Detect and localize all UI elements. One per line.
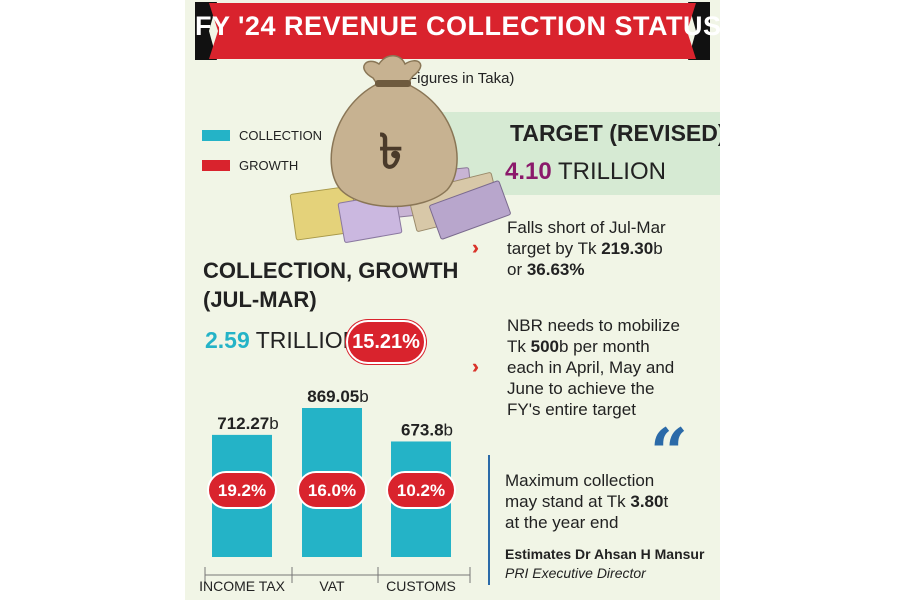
shortfall-amount: 219.30 (601, 239, 654, 258)
mobilize-line-4: June to achieve the (507, 379, 655, 398)
chevron-right-icon: ››› (472, 238, 479, 259)
mobilize-line-5: FY's entire target (507, 400, 636, 419)
target-value: 4.10 TRILLION (505, 158, 666, 186)
growth-badge (297, 471, 367, 509)
shortfall-line-3: or 36.63% (507, 259, 666, 280)
quote-icon: “ (650, 414, 688, 492)
title-banner: FY '24 REVENUE COLLECTION STATUS (195, 2, 720, 60)
quote-role: PRI Executive Director (505, 565, 646, 581)
category-label: INCOME TAX (199, 578, 285, 594)
growth-badge (386, 471, 456, 509)
quote-box (488, 455, 693, 585)
title-banner-shape (195, 2, 710, 60)
shortfall-unit: b (653, 239, 663, 258)
target-amount: 4.10 (505, 158, 552, 185)
mobilize-line-3: each in April, May and (507, 358, 675, 377)
quote-amount: 3.80 (630, 492, 664, 511)
bar-value-label: 712.27b (217, 414, 278, 433)
legend-swatch-growth (202, 159, 230, 171)
category-label: VAT (319, 578, 345, 594)
collection-heading-line-1: COLLECTION, GROWTH (203, 258, 459, 283)
infographic-panel: FY '24 REVENUE COLLECTION STATUS (Figure… (185, 0, 720, 600)
shortfall-percent: 36.63% (526, 260, 585, 279)
mobilize-amount: 500 (530, 337, 559, 356)
growth-label: 19.2% (218, 481, 266, 500)
mobilize-note: NBR needs to mobilize Tk 500b per month … (507, 315, 680, 420)
growth-label: 10.2% (397, 481, 445, 500)
growth-label: 16.0% (308, 481, 356, 500)
legend-growth: GROWTH (202, 157, 298, 173)
quote-line-2: may stand at Tk 3.80t (505, 491, 668, 512)
figures-note: (Figures in Taka) (403, 70, 515, 87)
mobilize-period: b per month (558, 337, 650, 356)
quote-tk: may stand at Tk (505, 492, 631, 511)
target-unit: TRILLION (557, 158, 666, 185)
shortfall-note: Falls short of Jul-Mar target by Tk 219.… (507, 217, 666, 280)
quote-author: Estimates Dr Ahsan H Mansur (505, 546, 705, 562)
quote-text: Maximum collection may stand at Tk 3.80t… (505, 470, 668, 533)
mobilize-tk: Tk (507, 337, 531, 356)
collection-unit: TRILLION (255, 327, 360, 353)
mobilize-line-1: NBR needs to mobilize (507, 316, 680, 335)
shortfall-line-2: target by Tk 219.30b (507, 238, 666, 259)
collection-heading-line-2: (JUL-MAR) (203, 287, 317, 312)
target-label: TARGET (REVISED) (510, 120, 720, 146)
collection-total: 2.59 TRILLION (205, 327, 359, 354)
quote-unit: t (663, 492, 669, 511)
collection-bar-chart: 712.27b 19.2% INCOME TAX 869.05b 16.0% VAT 673… (199, 387, 471, 594)
collection-amount: 2.59 (205, 327, 250, 353)
money-bag-illustration: ৳ (289, 55, 511, 243)
legend-label-growth: GROWTH (239, 157, 299, 173)
taka-symbol: ৳ (379, 124, 403, 180)
legend-swatch-collection (202, 129, 230, 141)
shortfall-text: target by Tk (507, 239, 602, 258)
quote-line-3: at the year end (505, 513, 619, 532)
collection-heading: COLLECTION, GROWTH (JUL-MAR) (203, 256, 458, 314)
page-title: FY '24 REVENUE COLLECTION STATUS (195, 11, 720, 41)
shortfall-line-1: Falls short of Jul-Mar (507, 218, 666, 237)
growth-badge (207, 471, 277, 509)
quote-line-1: Maximum collection (505, 471, 655, 490)
bag-tie (375, 80, 411, 87)
mobilize-line-2: Tk 500b per month (507, 336, 680, 357)
shortfall-or: or (507, 260, 527, 279)
category-label: CUSTOMS (386, 578, 456, 594)
money-bag (330, 55, 458, 208)
bar-value-label: 869.05b (307, 387, 368, 406)
collection-growth-badge: 15.21% (346, 320, 426, 364)
legend-label-collection: COLLECTION (239, 127, 323, 143)
bar-value-label: 673.8b (401, 420, 453, 439)
legend-collection: COLLECTION (202, 127, 322, 143)
